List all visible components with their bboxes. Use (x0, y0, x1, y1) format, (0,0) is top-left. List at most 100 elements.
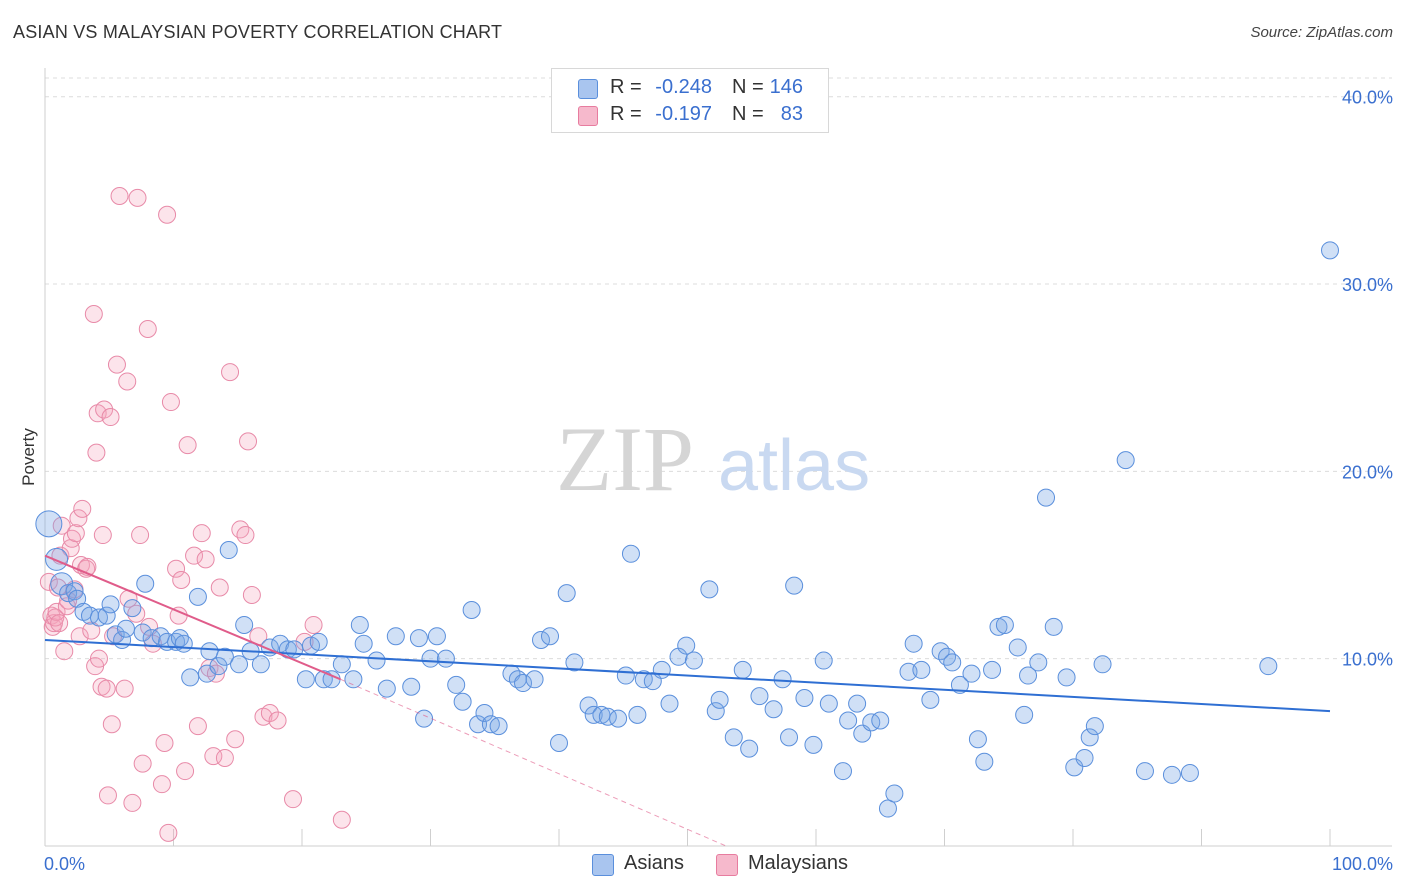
malaysian-point (66, 524, 85, 543)
asian-point (123, 599, 142, 618)
malaysian-point (236, 526, 255, 545)
watermark: ZIP atlas (556, 408, 870, 510)
asian-point (628, 705, 647, 724)
malaysian-point (128, 188, 147, 207)
asian-point (101, 595, 120, 614)
asian-point (557, 584, 576, 603)
malaysian-point (159, 823, 178, 842)
malaysian-point (57, 597, 76, 616)
asian-point (1135, 762, 1154, 781)
asian-point (136, 574, 155, 593)
asian-point (1029, 653, 1048, 672)
asian-point (1259, 657, 1278, 676)
malaysian-point (239, 432, 258, 451)
asian-point (995, 615, 1014, 634)
malaysian-point (268, 711, 287, 730)
malaysian-point (115, 679, 134, 698)
malaysian-point (143, 634, 162, 653)
asian-point (785, 576, 804, 595)
y-tick-label: 30.0% (1342, 275, 1393, 295)
asian-point (1075, 748, 1094, 767)
asian-point (677, 636, 696, 655)
asian-point (733, 660, 752, 679)
asian-point (1019, 666, 1038, 685)
asian-point (660, 694, 679, 713)
asian-point (251, 655, 270, 674)
malaysians-trend-extension (340, 678, 727, 847)
asian-point (367, 651, 386, 670)
malaysian-point (87, 443, 106, 462)
asian-point (525, 670, 544, 689)
legend-r-value: -0.248 (655, 76, 712, 98)
asian-point (427, 627, 446, 646)
asian-point (68, 589, 87, 608)
malaysian-point (97, 679, 116, 698)
malaysian-point (158, 205, 177, 224)
asian-point (174, 634, 193, 653)
malaysian-point (69, 509, 88, 528)
malaysian-point (185, 546, 204, 565)
malaysian-point (176, 762, 195, 781)
malaysian-point (155, 733, 174, 752)
asian-point (65, 582, 84, 601)
malaysian-point (107, 355, 126, 374)
asian-point (1080, 728, 1099, 747)
asian-point (780, 728, 799, 747)
legend-swatch-malaysians (578, 106, 598, 126)
malaysian-point (196, 550, 215, 569)
asian-point (386, 627, 405, 646)
asians-trend-line (44, 638, 1331, 713)
asian-points (35, 241, 1339, 818)
malaysian-point (260, 704, 279, 723)
asian-point (700, 580, 719, 599)
asian-point (795, 689, 814, 708)
asian-point (989, 617, 1008, 636)
malaysian-point (89, 649, 108, 668)
malaysian-point (192, 524, 211, 543)
asian-point (740, 739, 759, 758)
asian-point (848, 694, 867, 713)
asian-point (89, 608, 108, 627)
asian-point (133, 623, 152, 642)
legend-row-malaysians: R = -0.197 N = 83 (552, 102, 828, 130)
malaysian-point (178, 436, 197, 455)
malaysian-point (284, 790, 303, 809)
malaysian-point (44, 614, 63, 633)
legend-swatch-asians (578, 79, 598, 99)
malaysian-point (93, 526, 112, 545)
malaysian-point (138, 320, 157, 339)
malaysian-point (118, 372, 137, 391)
malaysian-point (131, 526, 150, 545)
asian-point (209, 657, 228, 676)
asian-point (402, 677, 421, 696)
grid-lines (45, 77, 1392, 660)
asian-point (634, 670, 653, 689)
malaysian-point (161, 393, 180, 412)
x-tick-label: 0.0% (44, 854, 85, 874)
malaysian-point (70, 627, 89, 646)
asian-point (912, 660, 931, 679)
asian-point (481, 715, 500, 734)
asian-point (950, 675, 969, 694)
asian-point (652, 660, 671, 679)
asian-point (962, 664, 981, 683)
asian-point (97, 606, 116, 625)
asian-point (584, 705, 603, 724)
malaysian-point (172, 571, 191, 590)
stats-legend: R = -0.248 N = 146 R = -0.197 N = 83 (551, 68, 829, 133)
malaysian-point (231, 520, 250, 539)
asian-point (938, 647, 957, 666)
malaysian-point (84, 305, 103, 324)
asian-point (983, 660, 1002, 679)
asian-point (724, 728, 743, 747)
legend-swatch-asians (592, 854, 614, 876)
asian-point (621, 544, 640, 563)
asian-point (50, 572, 74, 596)
asian-point (862, 713, 881, 732)
x-tick-label: 100.0% (1332, 854, 1393, 874)
asian-point (453, 692, 472, 711)
malaysian-point (101, 408, 120, 427)
watermark-atlas: atlas (718, 426, 870, 506)
asian-point (219, 541, 238, 560)
asian-point (609, 709, 628, 728)
